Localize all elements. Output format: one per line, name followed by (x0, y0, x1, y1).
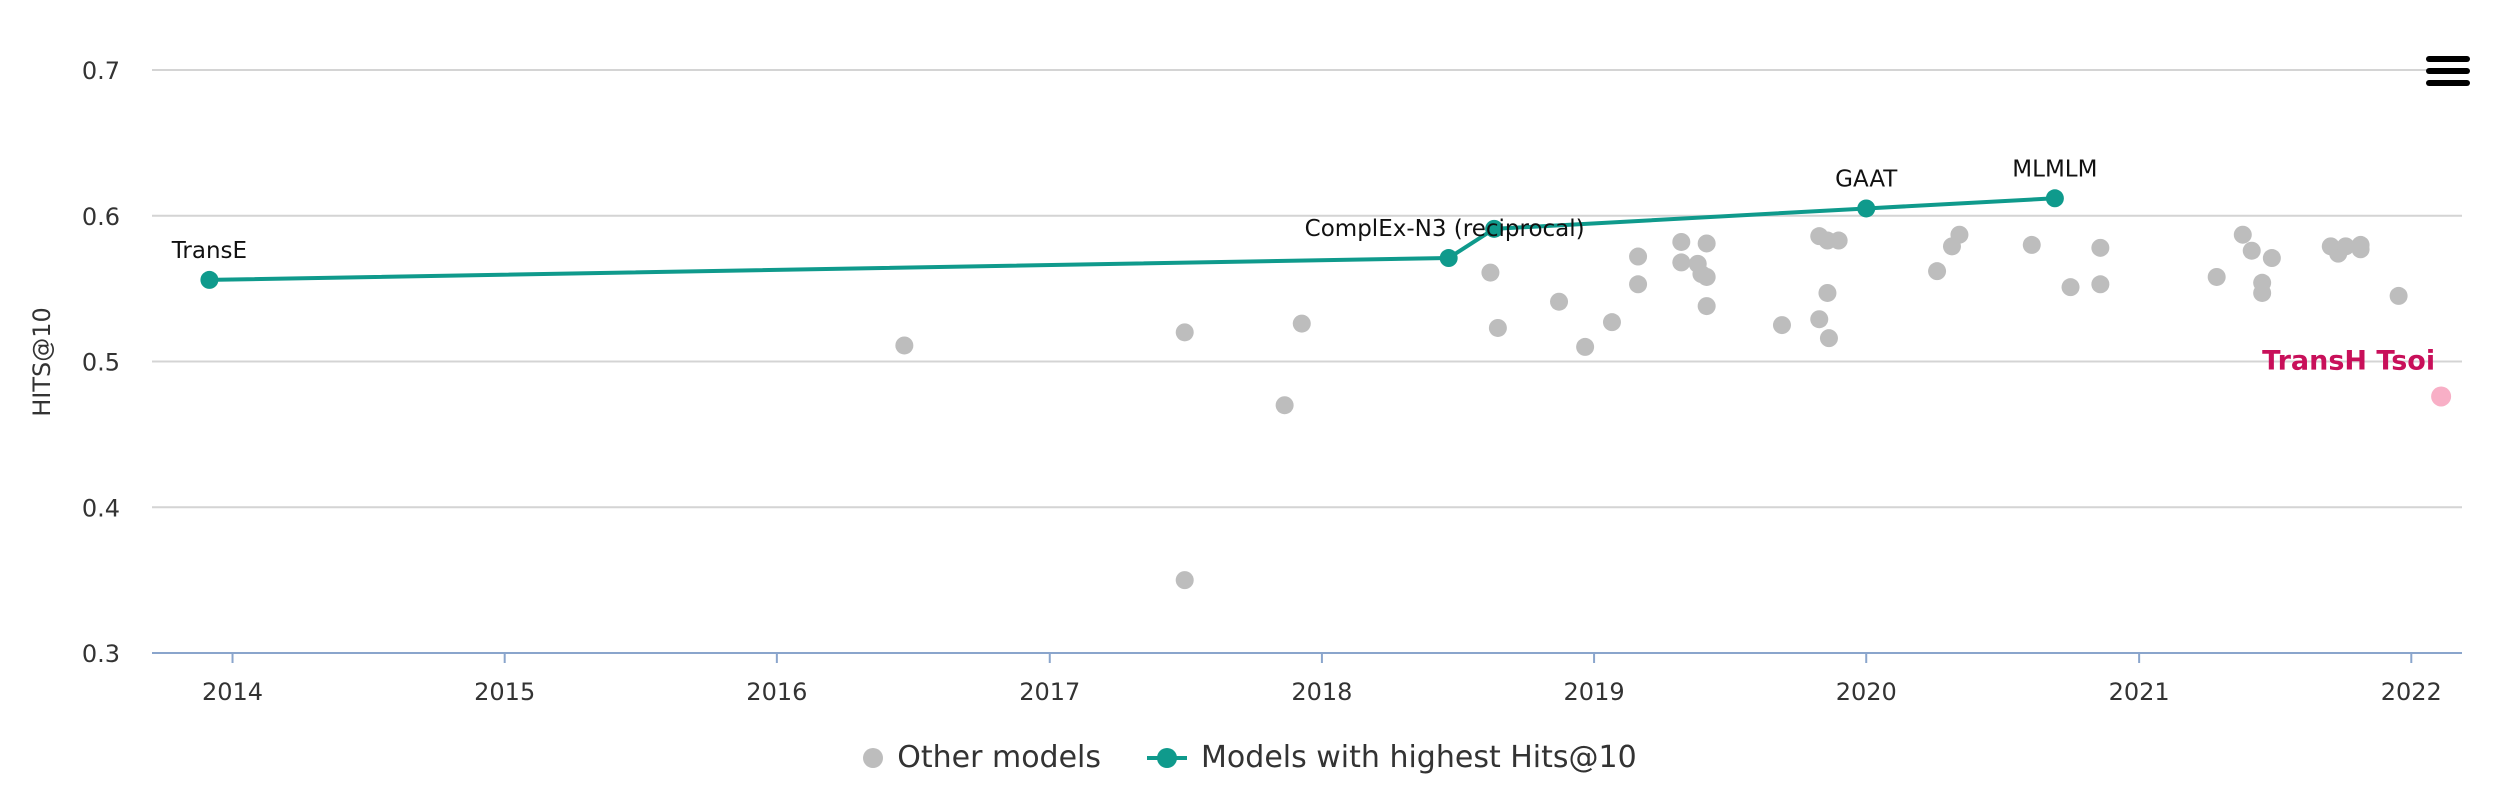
legend: Other models Models with highest Hits@10 (0, 740, 2500, 775)
other-model-point (1175, 323, 1194, 342)
x-tick-label: 2016 (746, 678, 807, 706)
sota-model-point (200, 270, 219, 289)
x-tick-label: 2020 (1836, 678, 1897, 706)
legend-marker-sota (1147, 747, 1188, 768)
sota-line (209, 196, 2055, 282)
sota-model-label: ComplEx-N3 (reciprocal) (1305, 216, 1585, 242)
other-model-point (2091, 238, 2110, 257)
other-model-point (1950, 225, 1969, 244)
x-tick-label: 2017 (1019, 678, 1080, 706)
sota-model-label: TransE (171, 238, 247, 264)
other-model-point (2207, 267, 2226, 286)
other-model-point (1602, 313, 1621, 332)
legend-label-sota: Models with highest Hits@10 (1201, 740, 1637, 775)
hamburger-menu-icon (2426, 68, 2470, 74)
sota-model-point (1857, 199, 1876, 218)
highlighted-model-point (2431, 386, 2452, 407)
other-model-point (1275, 396, 1294, 415)
other-model-point (1818, 283, 1837, 302)
sota-model-point (1439, 249, 1458, 268)
other-model-point (1772, 316, 1791, 335)
legend-label-other: Other models (897, 740, 1102, 775)
x-tick-label: 2022 (2381, 678, 2442, 706)
other-model-point (2336, 237, 2355, 256)
hamburger-menu-icon (2426, 56, 2470, 62)
legend-item-other-models[interactable]: Other models (863, 740, 1101, 775)
other-model-point (2233, 225, 2252, 244)
other-model-point (2091, 275, 2110, 294)
y-tick-label: 0.6 (82, 203, 120, 231)
other-model-point (895, 336, 914, 355)
sota-model-point (1485, 219, 1504, 238)
other-model-point (1697, 267, 1716, 286)
highlighted-model-label: TransH Tsoi (2262, 345, 2435, 376)
data-marks (200, 189, 2452, 590)
sota-model-label: MLMLM (2012, 156, 2097, 182)
y-axis-title: HITS@10 (28, 307, 56, 417)
y-tick-label: 0.7 (82, 57, 120, 85)
point-labels: TransH Tsoi TransE ComplEx-N3 (reciprocal)… (171, 156, 2435, 376)
other-model-point (1576, 337, 1595, 356)
other-model-point (1488, 318, 1507, 337)
other-model-point (1697, 234, 1716, 253)
other-model-point (2061, 278, 2080, 297)
other-model-point (1697, 297, 1716, 316)
other-model-point (2242, 241, 2261, 260)
other-model-point (1550, 292, 1569, 311)
other-model-point (1672, 253, 1691, 272)
other-model-point (2351, 240, 2370, 259)
other-model-point (1672, 232, 1691, 251)
other-model-point (1629, 275, 1648, 294)
axes: 0.3 0.4 0.5 0.6 0.7 2014 2015 2016 2017 2018 2019 2… (28, 57, 2462, 706)
y-tick-label: 0.4 (82, 494, 120, 522)
legend-marker-other (863, 747, 884, 768)
sota-model-point (2045, 189, 2064, 208)
other-model-point (1829, 231, 1848, 250)
other-model-point (2253, 283, 2272, 302)
y-tick-label: 0.5 (82, 349, 120, 377)
x-tick-label: 2018 (1291, 678, 1352, 706)
x-tick-label: 2019 (1564, 678, 1625, 706)
sota-model-label: GAAT (1835, 166, 1898, 192)
x-tick-label: 2014 (202, 678, 263, 706)
y-tick-label: 0.3 (82, 640, 120, 668)
other-model-point (1928, 262, 1947, 281)
other-model-point (2262, 249, 2281, 268)
other-model-point (1629, 247, 1648, 266)
x-tick-label: 2015 (474, 678, 535, 706)
other-model-point (1175, 571, 1194, 590)
other-model-point (1481, 263, 1500, 282)
chart-menu-button[interactable] (2426, 56, 2470, 96)
hamburger-menu-icon (2426, 80, 2470, 86)
gridlines (152, 69, 2462, 509)
other-model-point (1292, 314, 1311, 333)
hits-at-10-chart: 0.3 0.4 0.5 0.6 0.7 2014 2015 2016 2017 2018 2019 2… (28, 57, 2462, 706)
other-model-point (2022, 235, 2041, 254)
legend-item-sota-models[interactable]: Models with highest Hits@10 (1147, 740, 1637, 775)
other-model-point (1819, 329, 1838, 348)
x-tick-label: 2021 (2109, 678, 2170, 706)
other-model-point (2389, 286, 2408, 305)
other-model-point (1810, 310, 1829, 329)
